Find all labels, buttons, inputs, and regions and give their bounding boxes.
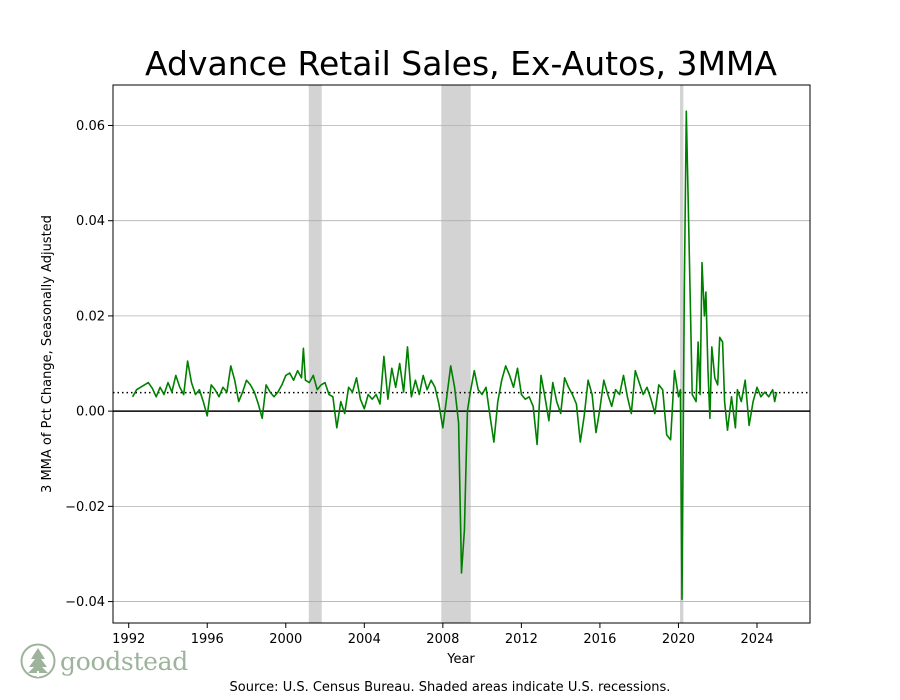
- y-axis: −0.04 −0.02 0.00 0.02 0.04 0.06: [65, 119, 113, 610]
- y-axis-label: 3 MMA of Pct Change, Seasonally Adjusted: [40, 215, 55, 493]
- x-axis: 1992 1996 2000 2004 2008 2012 2016 2020 2024: [112, 623, 774, 647]
- x-tick-label: 2012: [505, 632, 538, 647]
- y-tick-label: 0.02: [76, 309, 105, 324]
- y-tick-label: 0.04: [76, 214, 105, 229]
- gridlines: [113, 125, 810, 602]
- plot-frame: [112, 84, 811, 624]
- recession-bands: [308, 85, 684, 623]
- x-tick-label: 2016: [583, 632, 616, 647]
- reference-lines: [113, 391, 810, 412]
- x-tick-label: 2000: [269, 632, 302, 647]
- source-note: Source: U.S. Census Bureau. Shaded areas…: [229, 680, 671, 695]
- x-tick-label: 1992: [112, 632, 145, 647]
- x-tick-label: 1996: [191, 632, 224, 647]
- series-line-0: [131, 110, 778, 600]
- logo-text: goodstead: [60, 646, 188, 676]
- y-tick-label: −0.02: [65, 500, 105, 515]
- chart-title: Advance Retail Sales, Ex-Autos, 3MMA: [145, 44, 777, 83]
- recession-band-1: [441, 85, 471, 623]
- recession-band-2: [680, 85, 684, 623]
- y-tick-label: 0.06: [76, 119, 105, 134]
- x-axis-label: Year: [446, 652, 475, 667]
- x-tick-label: 2008: [426, 632, 459, 647]
- x-tick-label: 2024: [740, 632, 773, 647]
- logo: goodstead: [20, 642, 188, 680]
- recession-band-0: [308, 85, 322, 623]
- y-tick-label: 0.00: [76, 405, 105, 420]
- series-layer: [131, 110, 778, 600]
- x-tick-label: 2020: [662, 632, 695, 647]
- x-tick-label: 2004: [348, 632, 381, 647]
- y-tick-label: −0.04: [65, 595, 105, 610]
- tree-icon: [20, 643, 56, 679]
